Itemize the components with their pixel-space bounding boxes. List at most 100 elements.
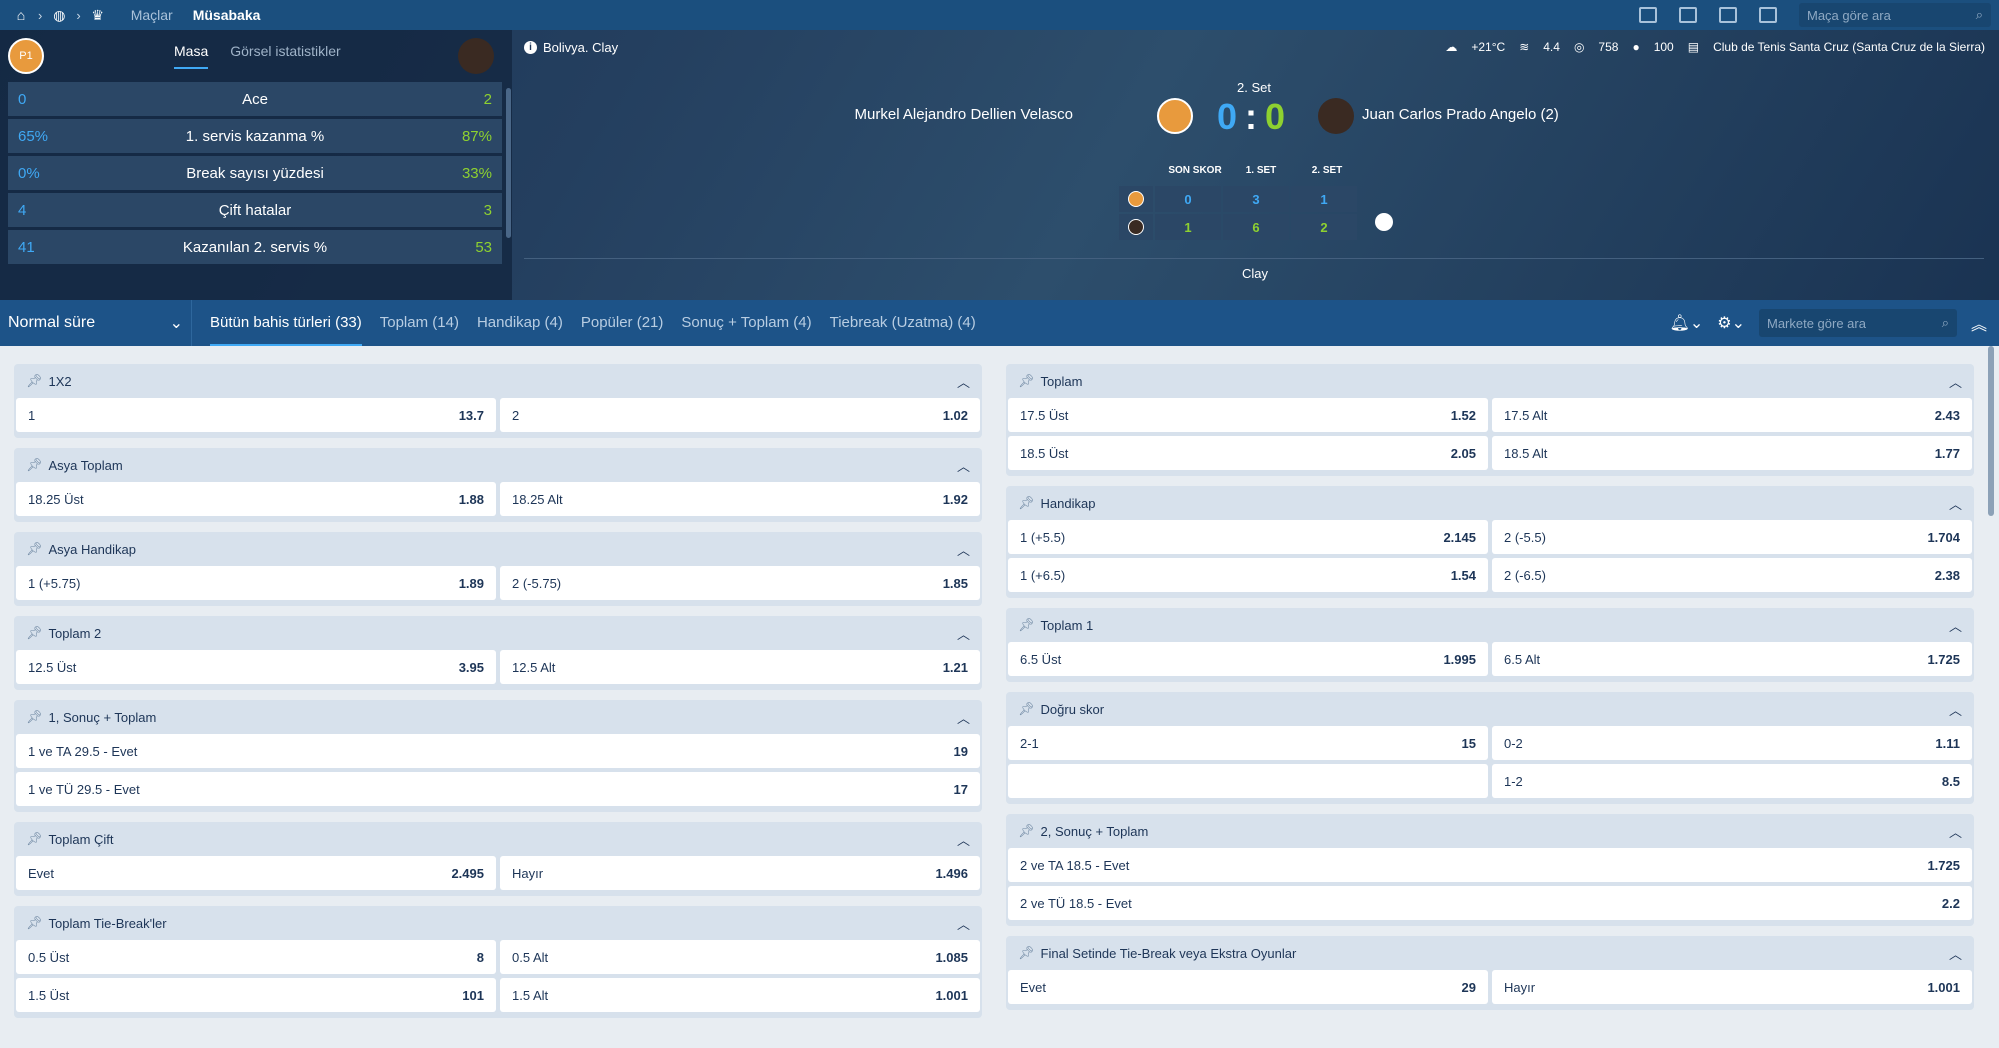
gear-icon[interactable]: ⚙⌄	[1717, 315, 1745, 332]
odds-button[interactable]: 2 ve TA 18.5 - Evet 1.725	[1008, 848, 1972, 882]
stats-scrollbar[interactable]	[506, 88, 511, 238]
tab-all-markets[interactable]: Bütün bahis türleri (33)	[210, 300, 362, 346]
tracker-icon[interactable]	[1679, 7, 1697, 23]
trophy-icon[interactable]: ♛	[91, 6, 104, 23]
odds-button[interactable]: Evet 29	[1008, 970, 1488, 1004]
chevron-up-icon[interactable]: ︿	[956, 832, 970, 848]
market-header[interactable]: 📌︎ Toplam 2 ︿	[14, 616, 982, 650]
market-header[interactable]: 📌︎ Toplam Çift ︿	[14, 822, 982, 856]
odds-button[interactable]: 12.5 Üst 3.95	[16, 650, 496, 684]
period-select[interactable]: Normal süre ⌄	[0, 300, 192, 346]
odds-button[interactable]: 18.5 Alt 1.77	[1492, 436, 1972, 470]
market-header[interactable]: 📌︎ Final Setinde Tie-Break veya Ekstra Oy…	[1006, 936, 1974, 970]
odds-button[interactable]: 17.5 Alt 2.43	[1492, 398, 1972, 432]
odds-button[interactable]: 1.5 Alt 1.001	[500, 978, 980, 1012]
odds-button[interactable]: 0.5 Alt 1.085	[500, 940, 980, 974]
pin-icon[interactable]: 📌︎	[1018, 945, 1035, 960]
pin-icon[interactable]: 📌︎	[1018, 617, 1035, 632]
odds-button[interactable]: 2 (-5.5) 1.704	[1492, 520, 1972, 554]
chevron-up-icon[interactable]: ︿	[956, 626, 970, 642]
odds-button[interactable]: 0-2 1.11	[1492, 726, 1972, 760]
pin-icon[interactable]: 📌︎	[26, 831, 43, 846]
scoreboard-view-icon[interactable]	[1639, 7, 1657, 23]
pin-icon[interactable]: 📌︎	[1018, 373, 1035, 388]
tab-total[interactable]: Toplam (14)	[379, 314, 459, 331]
odds-button[interactable]: 1 (+5.75) 1.89	[16, 566, 496, 600]
odds-button[interactable]: 18.25 Alt 1.92	[500, 482, 980, 516]
bell-icon[interactable]: 🔔︎⌄	[1669, 315, 1704, 332]
odds-button[interactable]: 1-2 8.5	[1492, 764, 1972, 798]
odds-button[interactable]: 1 13.7	[16, 398, 496, 432]
chevron-up-icon[interactable]: ︿	[1948, 824, 1962, 840]
tennis-ball-icon[interactable]: ◍	[53, 6, 66, 23]
nav-matches[interactable]: Maçlar	[130, 7, 173, 23]
tab-tiebreak[interactable]: Tiebreak (Uzatma) (4)	[829, 314, 976, 331]
odds-button[interactable]: 2 (-5.75) 1.85	[500, 566, 980, 600]
match-search-input[interactable]: Maça göre ara ⌕	[1799, 3, 1991, 27]
chevron-up-icon[interactable]: ︿	[1948, 618, 1962, 634]
chevron-up-icon[interactable]: ︿	[956, 458, 970, 474]
tab-visual-stats[interactable]: Görsel istatistikler	[230, 43, 341, 59]
tab-handicap[interactable]: Handikap (4)	[476, 314, 563, 331]
collapse-up-icon[interactable]: ︽	[1970, 317, 1987, 334]
chevron-up-icon[interactable]: ︿	[956, 710, 970, 726]
tab-table[interactable]: Masa	[174, 43, 209, 69]
page-scrollbar[interactable]	[1988, 346, 1994, 516]
pin-icon[interactable]: 📌︎	[1018, 495, 1035, 510]
pin-icon[interactable]: 📌︎	[26, 915, 43, 930]
odds-button[interactable]: 2 (-6.5) 2.38	[1492, 558, 1972, 592]
nav-tournament[interactable]: Müsabaka	[192, 7, 261, 23]
chevron-up-icon[interactable]: ︿	[956, 542, 970, 558]
chevron-up-icon[interactable]: ︿	[1948, 496, 1962, 512]
odds-button[interactable]: 6.5 Alt 1.725	[1492, 642, 1972, 676]
odds-button[interactable]: Hayır 1.496	[500, 856, 980, 890]
search-icon[interactable]: ⌕	[1975, 7, 1983, 22]
chevron-up-icon[interactable]: ︿	[956, 916, 970, 932]
tab-popular[interactable]: Popüler (21)	[580, 314, 664, 331]
market-header[interactable]: 📌︎ Toplam Tie-Break'ler ︿	[14, 906, 982, 940]
odds-button[interactable]: 2 1.02	[500, 398, 980, 432]
odds-button[interactable]: 1 ve TA 29.5 - Evet 19	[16, 734, 980, 768]
odds-button[interactable]: 2-1 15	[1008, 726, 1488, 760]
market-header[interactable]: 📌︎ 1X2 ︿	[14, 364, 982, 398]
chevron-up-icon[interactable]: ︿	[956, 374, 970, 390]
tab-result-total[interactable]: Sonuç + Toplam (4)	[681, 314, 812, 331]
video-icon[interactable]	[1719, 7, 1737, 23]
pin-icon[interactable]: 📌︎	[1018, 701, 1035, 716]
stats-chart-icon[interactable]	[1759, 7, 1777, 23]
market-header[interactable]: 📌︎ Toplam 1 ︿	[1006, 608, 1974, 642]
market-header[interactable]: 📌︎ Handikap ︿	[1006, 486, 1974, 520]
chevron-up-icon[interactable]: ︿	[1948, 374, 1962, 390]
chevron-up-icon[interactable]: ︿	[1948, 702, 1962, 718]
odds-button[interactable]: 1 ve TÜ 29.5 - Evet 17	[16, 772, 980, 806]
odds-button[interactable]: 1 (+6.5) 1.54	[1008, 558, 1488, 592]
pin-icon[interactable]: 📌︎	[26, 625, 43, 640]
market-header[interactable]: 📌︎ 1, Sonuç + Toplam ︿	[14, 700, 982, 734]
odds-button[interactable]: 6.5 Üst 1.995	[1008, 642, 1488, 676]
odds-button[interactable]: 1 (+5.5) 2.145	[1008, 520, 1488, 554]
odds-button[interactable]: 12.5 Alt 1.21	[500, 650, 980, 684]
odds-button[interactable]: Hayır 1.001	[1492, 970, 1972, 1004]
market-search-input[interactable]: Markete göre ara ⌕	[1758, 309, 1957, 337]
pin-icon[interactable]: 📌︎	[26, 457, 43, 472]
info-icon[interactable]: i	[524, 41, 537, 54]
market-header[interactable]: 📌︎ Toplam ︿	[1006, 364, 1974, 398]
pin-icon[interactable]: 📌︎	[1018, 823, 1035, 838]
odds-button[interactable]: 0.5 Üst 8	[16, 940, 496, 974]
pin-icon[interactable]: 📌︎	[26, 373, 43, 388]
search-icon[interactable]: ⌕	[1941, 315, 1949, 330]
odds-button[interactable]: 2 ve TÜ 18.5 - Evet 2.2	[1008, 886, 1972, 920]
odds-button[interactable]: Evet 2.495	[16, 856, 496, 890]
pin-icon[interactable]: 📌︎	[26, 709, 43, 724]
market-header[interactable]: 📌︎ Asya Toplam ︿	[14, 448, 982, 482]
home-icon[interactable]: ⌂	[16, 7, 26, 23]
odds-button[interactable]: 1.5 Üst 101	[16, 978, 496, 1012]
odds-button[interactable]: 18.5 Üst 2.05	[1008, 436, 1488, 470]
odds-button[interactable]: 18.25 Üst 1.88	[16, 482, 496, 516]
odds-button[interactable]: 17.5 Üst 1.52	[1008, 398, 1488, 432]
market-header[interactable]: 📌︎ 2, Sonuç + Toplam ︿	[1006, 814, 1974, 848]
market-header[interactable]: 📌︎ Asya Handikap ︿	[14, 532, 982, 566]
market-header[interactable]: 📌︎ Doğru skor ︿	[1006, 692, 1974, 726]
chevron-up-icon[interactable]: ︿	[1948, 946, 1962, 962]
pin-icon[interactable]: 📌︎	[26, 541, 43, 556]
